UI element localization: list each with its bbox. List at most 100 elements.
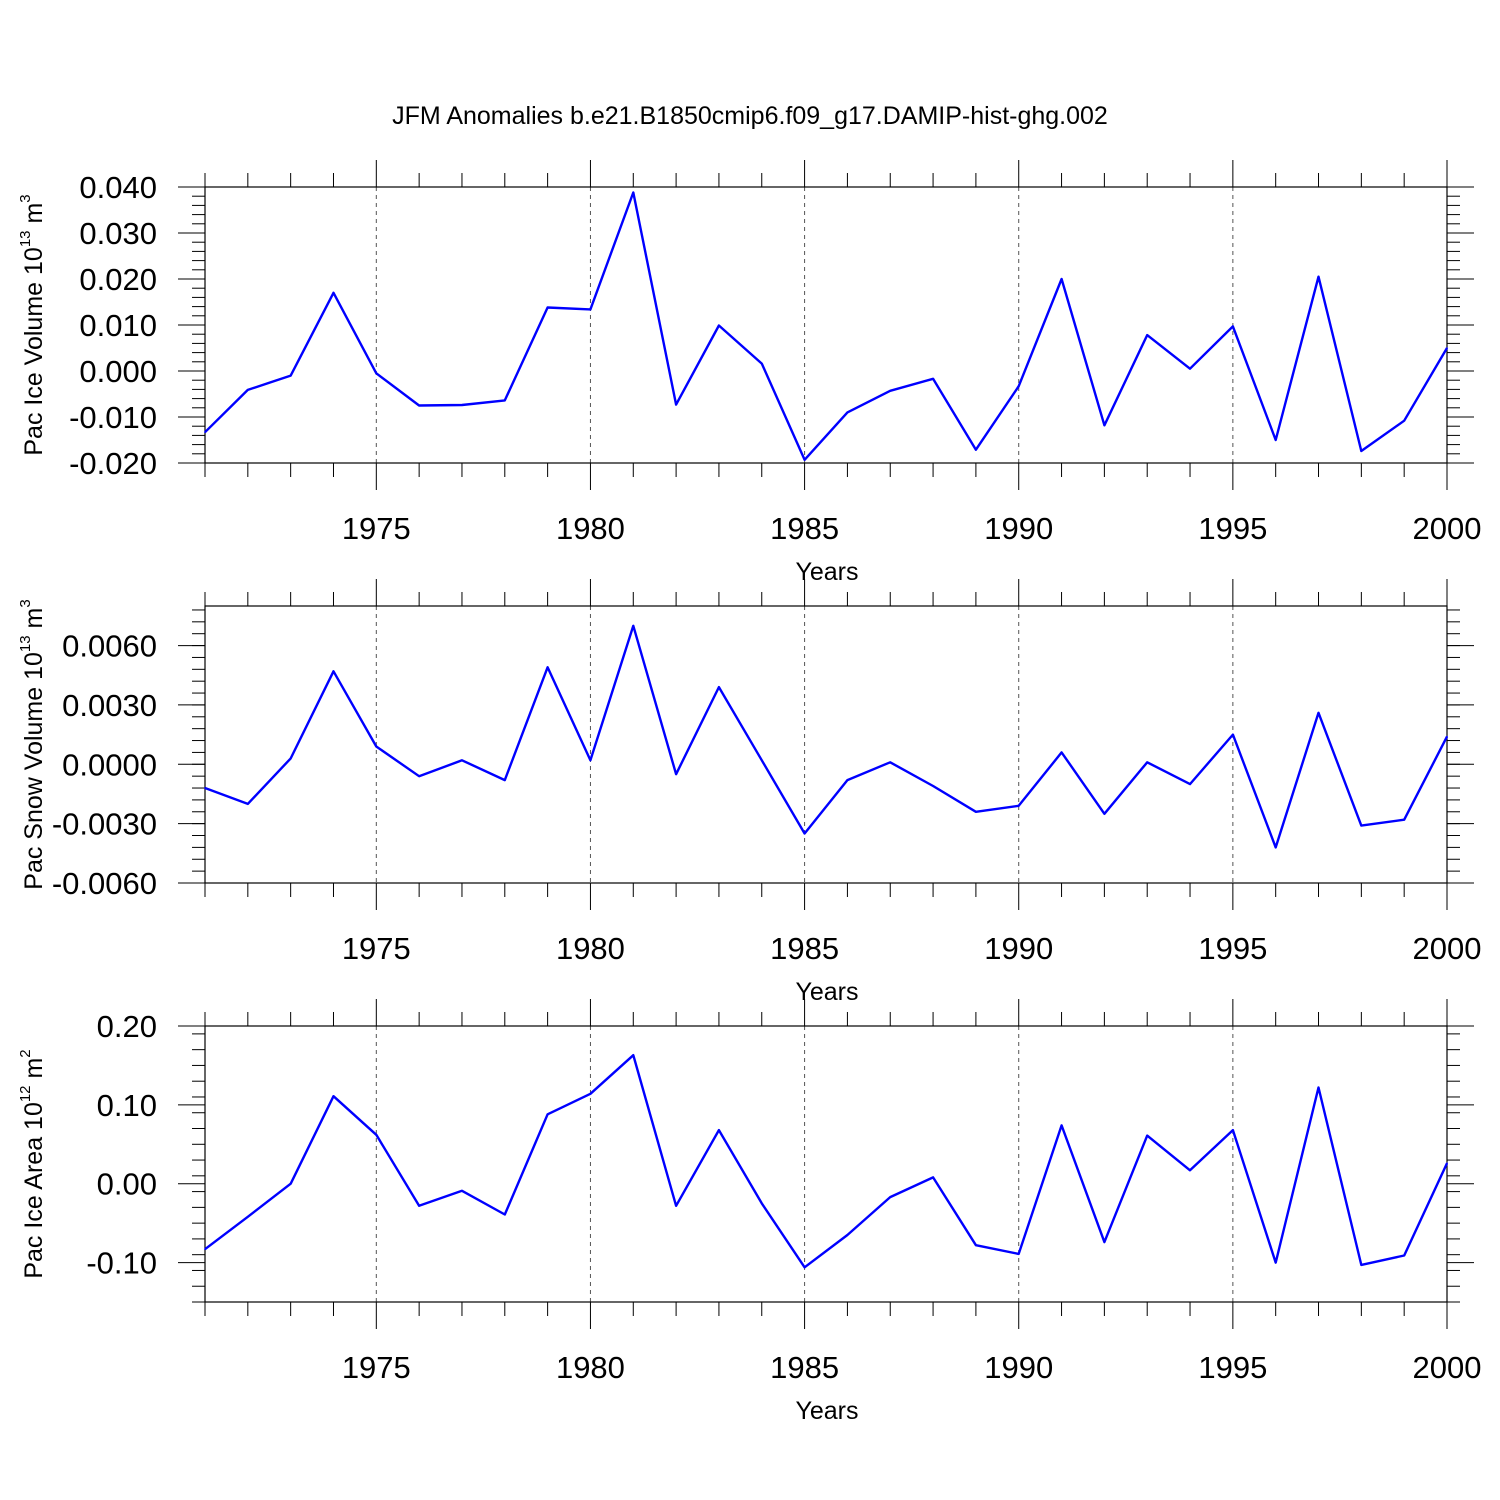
- data-point: [1146, 1134, 1149, 1137]
- data-point: [546, 666, 549, 669]
- data-point: [760, 1202, 763, 1205]
- data-point: [332, 292, 335, 294]
- data-point: [332, 1095, 335, 1097]
- x-tick-label: 1990: [984, 1350, 1053, 1385]
- data-point: [1360, 450, 1363, 452]
- data-point: [803, 832, 806, 835]
- y-tick-label: -0.0030: [52, 807, 157, 842]
- chart-title: JFM Anomalies b.e21.B1850cmip6.f09_g17.D…: [392, 102, 1108, 130]
- data-point: [1146, 334, 1149, 336]
- data-point: [1060, 1124, 1063, 1127]
- data-point: [204, 1248, 206, 1250]
- panel-2: -0.0060 -0.0030 0.0000 0.0030 0.0060 1975 1980…: [17, 579, 1481, 1006]
- panels: -0.020 -0.010 0.000 0.010 0.020 0.030 0.040 197…: [17, 160, 1481, 1425]
- series-line: [204, 624, 1449, 849]
- data-point: [461, 404, 463, 406]
- plot-frame: [204, 1025, 1448, 1303]
- data-point: [1317, 712, 1320, 714]
- x-tick-label: 1990: [984, 511, 1053, 546]
- data-point: [1060, 751, 1063, 754]
- y-tick-label: 0.040: [79, 170, 157, 205]
- data-point: [1360, 1264, 1363, 1266]
- y-tick-label: 0.0060: [62, 629, 157, 664]
- data-point: [1189, 367, 1191, 370]
- data-point: [1232, 325, 1234, 328]
- data-point: [204, 431, 206, 433]
- y-tick-label: -0.020: [69, 446, 157, 481]
- x-tick-label: 1995: [1198, 931, 1267, 966]
- data-point: [375, 372, 378, 375]
- data-point: [247, 389, 249, 391]
- y-tick-label: 0.030: [79, 216, 157, 251]
- data-point: [418, 1204, 420, 1207]
- data-point: [932, 1176, 934, 1179]
- series-line: [204, 1053, 1449, 1269]
- data-point: [632, 191, 635, 194]
- data-point: [1017, 1253, 1020, 1255]
- data-point: [503, 1213, 506, 1216]
- data-point: [760, 759, 763, 762]
- data-point: [1232, 733, 1234, 736]
- y-tick-label: 0.10: [97, 1088, 157, 1123]
- data-point: [289, 374, 292, 377]
- data-point: [589, 308, 592, 311]
- data-point: [1017, 385, 1020, 387]
- data-point: [589, 1093, 592, 1095]
- data-point: [1317, 1086, 1320, 1089]
- x-tick-label: 1975: [342, 1350, 411, 1385]
- data-point: [675, 1204, 677, 1207]
- data-point: [675, 773, 677, 775]
- y-tick-label: 0.000: [79, 354, 157, 389]
- data-point: [1446, 1162, 1448, 1165]
- data-point: [1274, 439, 1277, 441]
- data-point: [803, 1266, 806, 1269]
- x-tick-label: 1985: [770, 1350, 839, 1385]
- data-point: [718, 1129, 720, 1131]
- x-tick-label: 2000: [1413, 1350, 1482, 1385]
- data-point: [932, 785, 934, 787]
- data-point: [461, 759, 463, 762]
- y-tick-label: 0.020: [79, 262, 157, 297]
- y-tick-label: 0.20: [97, 1009, 157, 1044]
- x-tick-label: 1975: [342, 511, 411, 546]
- data-point: [247, 1216, 249, 1218]
- y-axis-title: Pac Ice Volume 1013 m3: [17, 194, 48, 455]
- data-point: [1103, 424, 1106, 427]
- data-point: [1446, 735, 1448, 738]
- data-point: [889, 389, 892, 392]
- data-point: [546, 306, 549, 309]
- data-point: [1060, 278, 1063, 280]
- data-point: [632, 624, 635, 627]
- y-tick-label: 0.0030: [62, 688, 157, 723]
- x-tick-label: 1985: [770, 931, 839, 966]
- x-axis-title: Years: [795, 1397, 858, 1425]
- y-tick-label: 0.00: [97, 1167, 157, 1202]
- y-axis-title: Pac Snow Volume 1013 m3: [17, 599, 48, 889]
- x-tick-label: 1980: [556, 1350, 625, 1385]
- data-point: [1017, 805, 1020, 807]
- data-point: [1189, 783, 1191, 785]
- panel-3: -0.10 0.00 0.10 0.20 1975 1980 1985 1990 1995 200…: [17, 999, 1481, 1425]
- data-point: [1403, 818, 1405, 821]
- data-point: [418, 775, 420, 777]
- x-axis-title: Years: [795, 558, 858, 586]
- data-point: [375, 745, 378, 748]
- data-point: [332, 670, 335, 673]
- x-tick-label: 2000: [1413, 931, 1482, 966]
- data-point: [803, 458, 806, 461]
- x-tick-label: 1980: [556, 511, 625, 546]
- data-point: [1274, 1261, 1277, 1264]
- y-tick-label: -0.0060: [52, 866, 157, 901]
- data-point: [1446, 347, 1448, 349]
- data-point: [1403, 419, 1405, 422]
- data-point: [1232, 1129, 1234, 1131]
- data-point: [1103, 812, 1106, 815]
- data-point: [1360, 824, 1363, 827]
- x-tick-label: 1995: [1198, 511, 1267, 546]
- data-point: [975, 810, 977, 813]
- plot-frame: [204, 605, 1448, 884]
- data-point: [889, 1196, 892, 1198]
- data-point: [889, 761, 892, 764]
- data-point: [1403, 1254, 1405, 1257]
